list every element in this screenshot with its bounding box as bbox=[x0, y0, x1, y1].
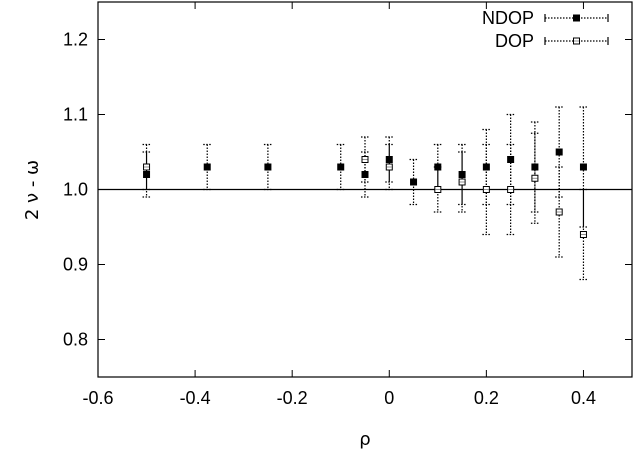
legend-label: DOP bbox=[495, 31, 534, 51]
y-tick-label: 0.9 bbox=[63, 255, 88, 275]
x-tick-label: 0.4 bbox=[571, 388, 596, 408]
x-tick-label: 0.2 bbox=[474, 388, 499, 408]
series-dop bbox=[142, 132, 588, 281]
y-tick-label: 0.8 bbox=[63, 330, 88, 350]
x-axis-label: ρ bbox=[359, 429, 370, 450]
legend-marker bbox=[573, 14, 580, 22]
legend: NDOP DOP bbox=[482, 8, 609, 51]
legend-label: NDOP bbox=[482, 8, 534, 28]
data-point bbox=[337, 163, 345, 171]
y-tick-label: 1.0 bbox=[63, 180, 88, 200]
data-point bbox=[410, 178, 418, 186]
y-tick-label: 1.1 bbox=[63, 105, 88, 125]
y-axis-label: 2 ν - ω bbox=[22, 160, 43, 220]
x-tick-label: -0.6 bbox=[82, 388, 113, 408]
x-tick-label: -0.2 bbox=[277, 388, 308, 408]
x-tick-label: -0.4 bbox=[180, 388, 211, 408]
x-tick-label: 0 bbox=[384, 388, 394, 408]
data-point bbox=[203, 163, 211, 171]
data-point bbox=[264, 163, 272, 171]
data-point bbox=[555, 148, 563, 156]
y-tick-label: 1.2 bbox=[63, 30, 88, 50]
series-layer bbox=[142, 106, 588, 281]
data-point bbox=[579, 163, 587, 171]
axis-ticks: -0.6 -0.4 -0.2 0 0.2 0.4 0.8 0.9 1.0 1.1 1.2 bbox=[63, 2, 632, 408]
